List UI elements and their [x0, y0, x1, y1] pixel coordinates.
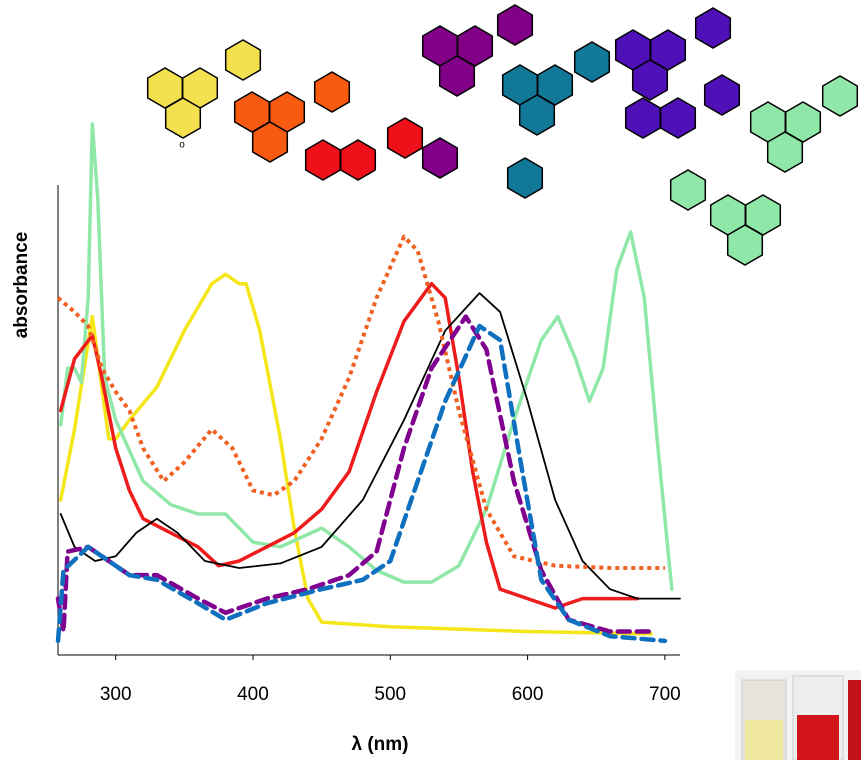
- x-tick-label: 700: [649, 684, 681, 705]
- ring: [304, 139, 342, 181]
- spectrum-line: [55, 323, 668, 644]
- ring: [726, 224, 764, 266]
- ring: [224, 39, 262, 81]
- x-tick-label: 500: [374, 684, 406, 705]
- x-tick-label: 400: [237, 684, 269, 705]
- x-axis-label: λ (nm): [352, 734, 409, 755]
- ring: [164, 97, 202, 139]
- ring: [386, 117, 424, 159]
- spectrum-line: [58, 281, 640, 610]
- ring: [821, 75, 859, 117]
- ring: [496, 4, 534, 46]
- ring: [438, 55, 476, 97]
- ring: [694, 7, 732, 49]
- spectrum-line: [59, 292, 681, 600]
- annotation: o: [179, 140, 185, 151]
- ring: [313, 71, 351, 113]
- vial-photo: [735, 670, 861, 760]
- ring: [703, 74, 741, 116]
- ring: [659, 97, 697, 139]
- plot-area: 300 400 500 600 700: [55, 122, 681, 705]
- ring: [573, 41, 611, 83]
- ring: [251, 121, 289, 163]
- x-tick-label: 600: [512, 684, 544, 705]
- ring: [624, 97, 662, 139]
- ring: [631, 59, 669, 101]
- x-tick-label: 300: [100, 684, 132, 705]
- ring: [506, 157, 544, 199]
- ring: [421, 137, 459, 179]
- spectrum-line: [58, 272, 653, 636]
- spectrum-line: [58, 122, 674, 591]
- ring: [518, 94, 556, 136]
- ring: [339, 139, 377, 181]
- ring: [669, 169, 707, 211]
- y-axis-label: absorbance: [11, 232, 32, 339]
- molecule-drawings: [146, 4, 859, 266]
- spectrum-line: [56, 234, 665, 570]
- ring: [766, 131, 804, 173]
